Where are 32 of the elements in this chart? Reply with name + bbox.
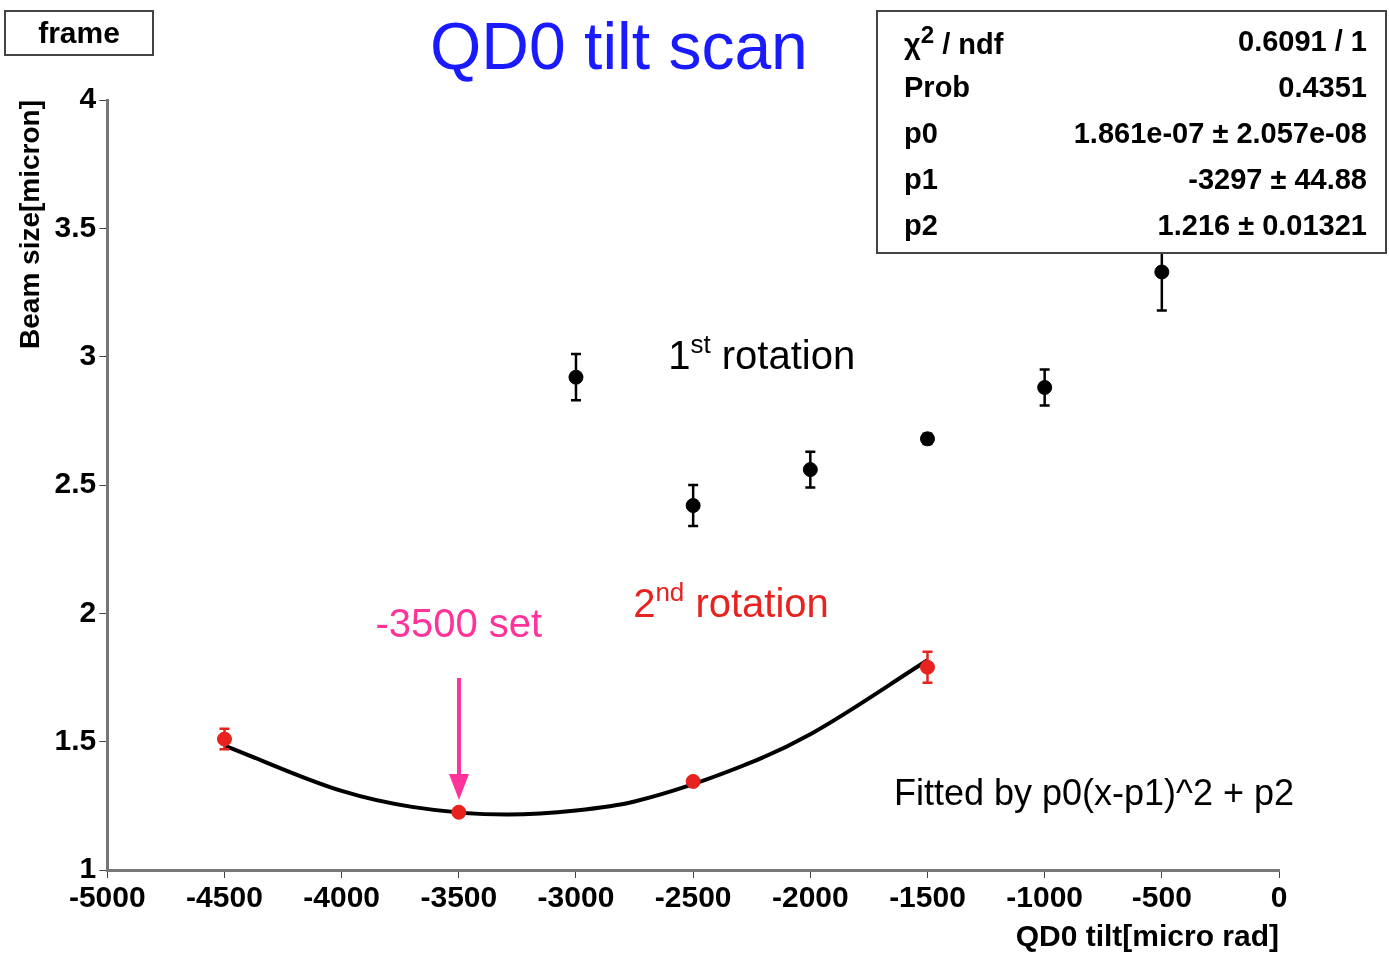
x-tick-label: -4000 xyxy=(303,880,381,914)
annotation: 0.4351 xyxy=(1278,70,1367,104)
x-tick-label: 0 xyxy=(1270,880,1288,914)
y-tick-label: 4 xyxy=(79,81,97,115)
annotation: Prob xyxy=(904,70,971,104)
chart-title: QD0 tilt scan xyxy=(430,8,808,84)
annotation: 1.861e-07 ± 2.057e-08 xyxy=(1073,116,1367,150)
annotation: p2 xyxy=(904,208,938,242)
annotation: p1 xyxy=(904,162,938,196)
x-axis-title: QD0 tilt[micro rad] xyxy=(1015,919,1279,953)
x-tick-label: -3500 xyxy=(420,880,498,914)
x-tick-label: -2000 xyxy=(771,880,849,914)
y-tick-label: 3.5 xyxy=(54,209,97,243)
x-tick-label: -1500 xyxy=(889,880,966,914)
x-tick-label: -1000 xyxy=(1006,880,1084,914)
annotation: Fitted by p0(x-p1)^2 + p2 xyxy=(893,772,1294,813)
x-tick-label: -4500 xyxy=(186,880,263,914)
annotation: -3500 set xyxy=(375,601,543,646)
text: χ$^{2}$ / ndf xyxy=(904,21,1004,61)
y-tick-label: 3 xyxy=(79,337,97,371)
x-tick-label: -2500 xyxy=(654,880,732,914)
annotation: -3297 ± 44.88 xyxy=(1188,162,1367,196)
y-tick-label: 2.5 xyxy=(54,466,97,500)
x-tick-label: -500 xyxy=(1131,880,1192,914)
y-tick-label: 1.5 xyxy=(54,722,97,756)
x-tick-label: -3000 xyxy=(537,880,615,914)
text: 0.6091 / 1 xyxy=(1238,24,1367,58)
y-axis-title: Beam size[micron] xyxy=(13,100,45,349)
text: frame xyxy=(4,10,154,56)
y-tick-label: 2 xyxy=(79,594,97,628)
annotation: 1.216 ± 0.01321 xyxy=(1157,208,1367,242)
annotation: p0 xyxy=(904,116,938,150)
